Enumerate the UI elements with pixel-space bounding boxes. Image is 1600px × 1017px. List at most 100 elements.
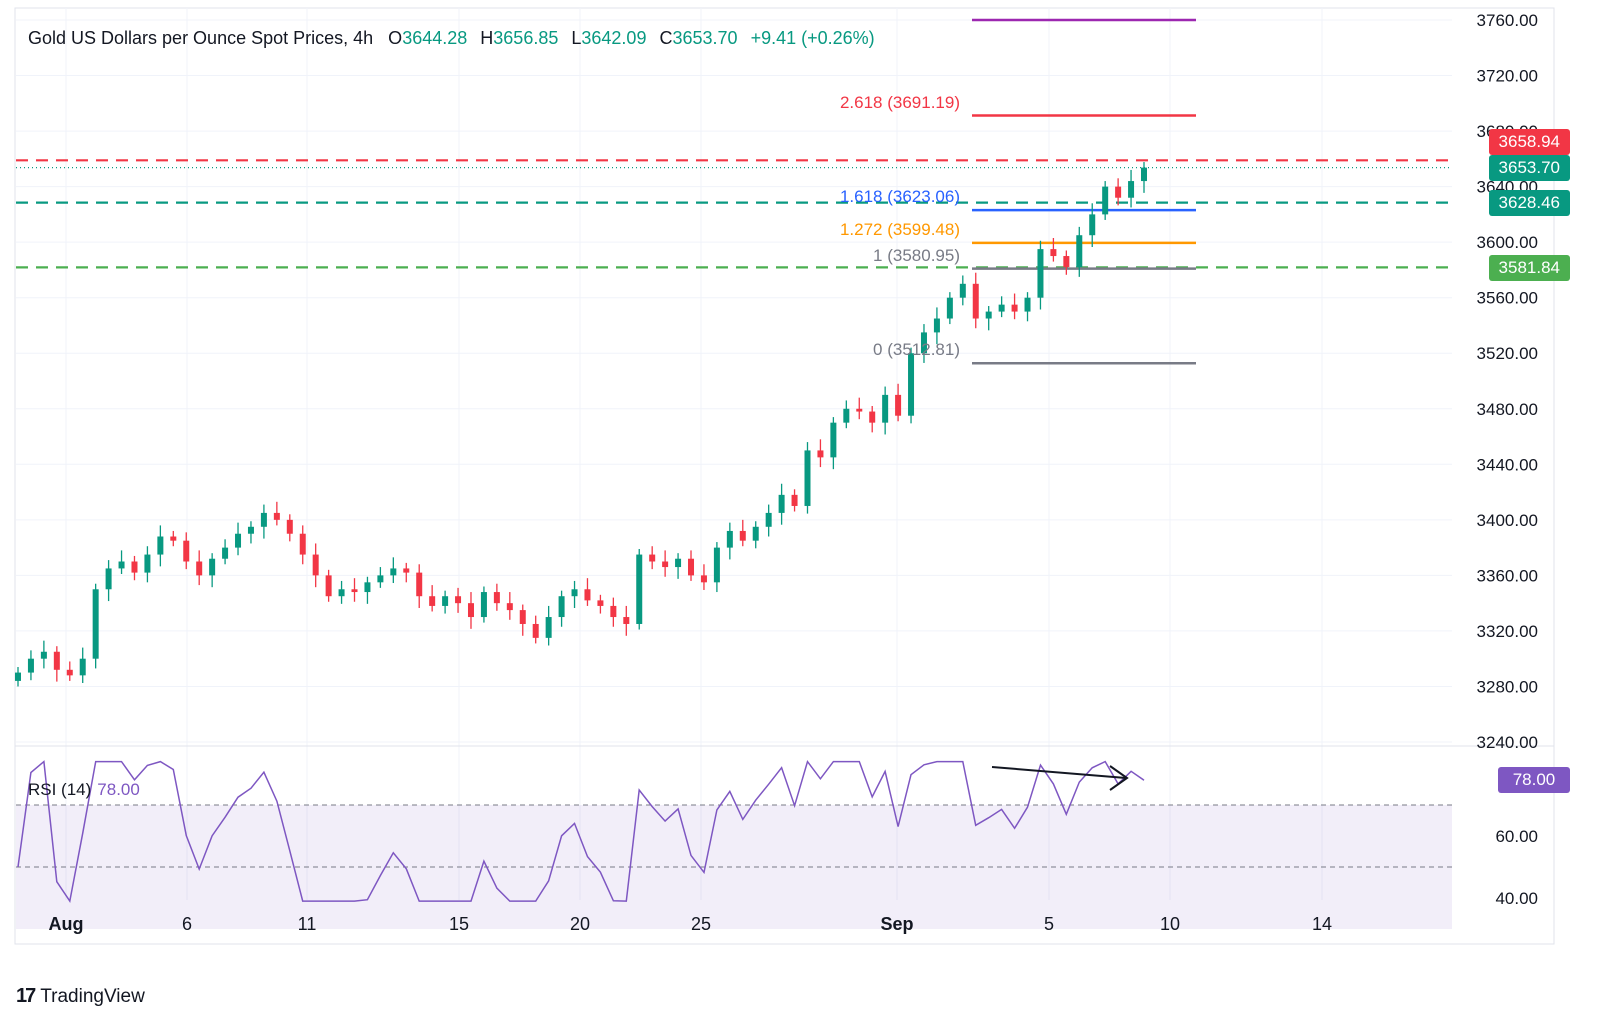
y-tick-label: 3280.00 [1477,677,1538,696]
y-tick-label: 3440.00 [1477,455,1538,474]
candle-body [286,519,293,534]
candle-body [739,530,746,541]
y-tick-label: 3720.00 [1477,67,1538,86]
candle-body [1037,249,1044,298]
change-value: +9.41 (+0.26%) [750,28,875,48]
candle-body [946,297,953,319]
x-tick-label: 11 [298,914,317,934]
candle-body [442,596,449,606]
candle-body [649,554,656,562]
close-label: C [659,28,673,48]
rsi-tick-label: 60.00 [1495,827,1538,846]
candle-body [480,592,487,618]
rsi-band [16,805,1452,929]
y-tick-label: 3600.00 [1477,233,1538,252]
candle-body [1050,249,1057,257]
candle-body [105,568,112,590]
x-tick-label: 15 [449,914,469,934]
candle-body [519,610,526,624]
rsi-divergence-arrow [991,765,1129,791]
candle-body [196,561,203,576]
candle-body [53,651,60,670]
candle-body [933,318,940,333]
candle-body [856,408,863,412]
y-tick-label: 3520.00 [1477,344,1538,363]
low-label: L [571,28,582,48]
candle-body [506,603,513,611]
candle-body [144,554,151,573]
x-tick-label: 5 [1044,914,1054,934]
candle-body [1089,214,1096,236]
fib-label: 1.618 (3623.06) [839,187,960,207]
price-tag: 3628.46 [1488,190,1570,216]
candle-body [985,311,992,319]
candle-body [843,408,850,423]
candle-body [260,512,267,527]
candle-body [675,558,682,568]
candle-body [1024,297,1031,312]
candle-body [713,547,720,583]
candle-body [40,651,47,659]
candle-body [920,332,927,354]
candle-body [79,658,86,676]
candle-body [972,283,979,319]
candle-body [882,394,889,423]
candle-body [247,526,254,534]
candle-body [235,533,242,548]
rsi-tick-label: 40.00 [1495,889,1538,908]
x-tick-label: Sep [880,914,913,934]
candle-body [662,561,669,568]
rsi-line [17,759,1145,904]
candle-body [830,422,837,458]
candle-body [312,554,319,576]
candle-body [959,283,966,298]
symbol-title: Gold US Dollars per Ounce Spot Prices, 4… [28,28,374,48]
fib-label: 0 (3512.81) [873,340,960,360]
x-tick-label: Aug [49,914,84,934]
candle-body [778,494,785,513]
fib-label: 1 (3580.95) [873,245,960,265]
candle-body [998,304,1005,312]
x-tick-label: 14 [1312,914,1332,934]
open-value: 3644.28 [402,28,468,48]
candle-body [338,589,345,597]
candle-body [429,596,436,606]
price-tag: 3653.70 [1488,155,1570,181]
candle-body [700,575,707,583]
candle-body [325,575,332,597]
candle-body [131,561,138,573]
rsi-label: RSI (14) [28,780,92,799]
x-tick-label: 10 [1160,914,1180,934]
candle-body [66,669,73,676]
candle-body [636,554,643,624]
chart-header: Gold US Dollars per Ounce Spot Prices, 4… [28,28,875,49]
y-tick-label: 3760.00 [1477,11,1538,30]
price-tag: 3658.94 [1488,129,1570,155]
candle-body [1102,186,1109,215]
candle-body [118,561,125,569]
candle-body [157,536,164,555]
candle-body [15,672,21,681]
candle-body [804,450,811,506]
x-tick-label: 20 [570,914,590,934]
candle-body [791,494,798,506]
close-value: 3653.70 [672,28,738,48]
candle-body [623,617,630,624]
candle-body [895,394,902,416]
low-value: 3642.09 [581,28,647,48]
tradingview-brand[interactable]: 17 TradingView [16,985,145,1008]
rsi-value-tag: 78.00 [1498,767,1570,794]
candle-body [1063,256,1070,268]
candle-body [390,568,397,576]
candle-body [183,540,190,562]
candle-body [869,411,876,423]
y-tick-label: 3560.00 [1477,289,1538,308]
candle-body [364,582,371,593]
candle-body [610,605,617,618]
price-tag: 3581.84 [1488,255,1570,281]
candle-body [351,589,358,593]
candle-body [273,512,280,520]
candle-body [908,353,915,416]
candle-body [1128,181,1135,198]
